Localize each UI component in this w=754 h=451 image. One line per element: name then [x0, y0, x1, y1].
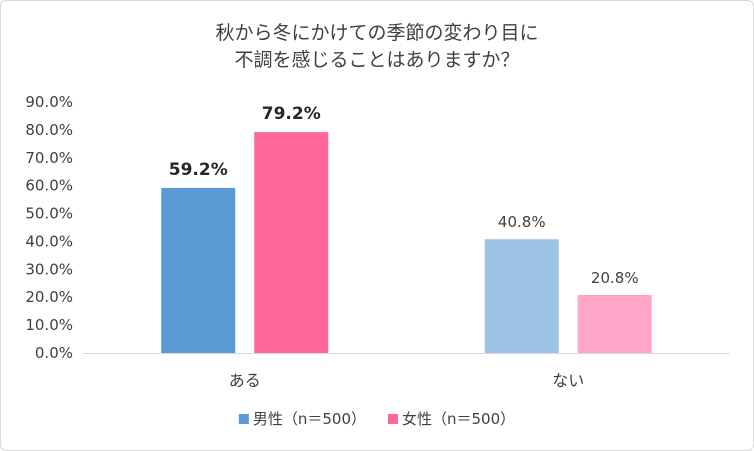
y-tick-label: 0.0%	[35, 344, 73, 362]
y-tick-label: 60.0%	[25, 177, 73, 195]
bar	[577, 294, 652, 353]
legend-label: 女性（n＝500）	[402, 410, 515, 428]
y-tick-label: 40.0%	[25, 232, 73, 250]
bar	[484, 239, 559, 353]
bar	[254, 132, 329, 353]
category-label: ない	[552, 371, 584, 390]
y-tick-label: 80.0%	[25, 121, 73, 139]
y-tick-label: 50.0%	[25, 205, 73, 223]
legend-item: 男性（n＝500）	[238, 410, 366, 428]
category-label: ある	[229, 371, 261, 390]
y-tick-label: 90.0%	[25, 93, 73, 111]
y-tick-label: 30.0%	[25, 260, 73, 278]
legend-item: 女性（n＝500）	[388, 410, 515, 428]
legend: 男性（n＝500） 女性（n＝500）	[238, 410, 515, 428]
legend-label: 男性（n＝500）	[253, 410, 366, 428]
bar-value-label: 59.2%	[169, 160, 228, 180]
bar	[161, 187, 236, 353]
legend-swatch	[388, 414, 398, 424]
y-tick-label: 10.0%	[25, 316, 73, 334]
bars	[161, 132, 652, 353]
chart-title-line-2: 不調を感じることはありますか？	[234, 49, 519, 71]
y-tick-label: 20.0%	[25, 288, 73, 306]
category-labels: ある ない	[229, 371, 585, 390]
y-axis: 0.0% 10.0% 20.0% 30.0% 40.0% 50.0% 60.0% 70.0% 8…	[25, 93, 73, 362]
bar-value-label: 40.8%	[498, 213, 546, 231]
y-tick-label: 70.0%	[25, 149, 73, 167]
chart-title-line-1: 秋から冬にかけての季節の変わり目に	[215, 22, 538, 44]
legend-swatch	[238, 414, 249, 424]
bar-value-label: 20.8%	[591, 269, 639, 287]
bar-value-label: 79.2%	[262, 104, 321, 124]
bar-labels: 59.2% 79.2% 40.8% 20.8%	[169, 104, 639, 287]
